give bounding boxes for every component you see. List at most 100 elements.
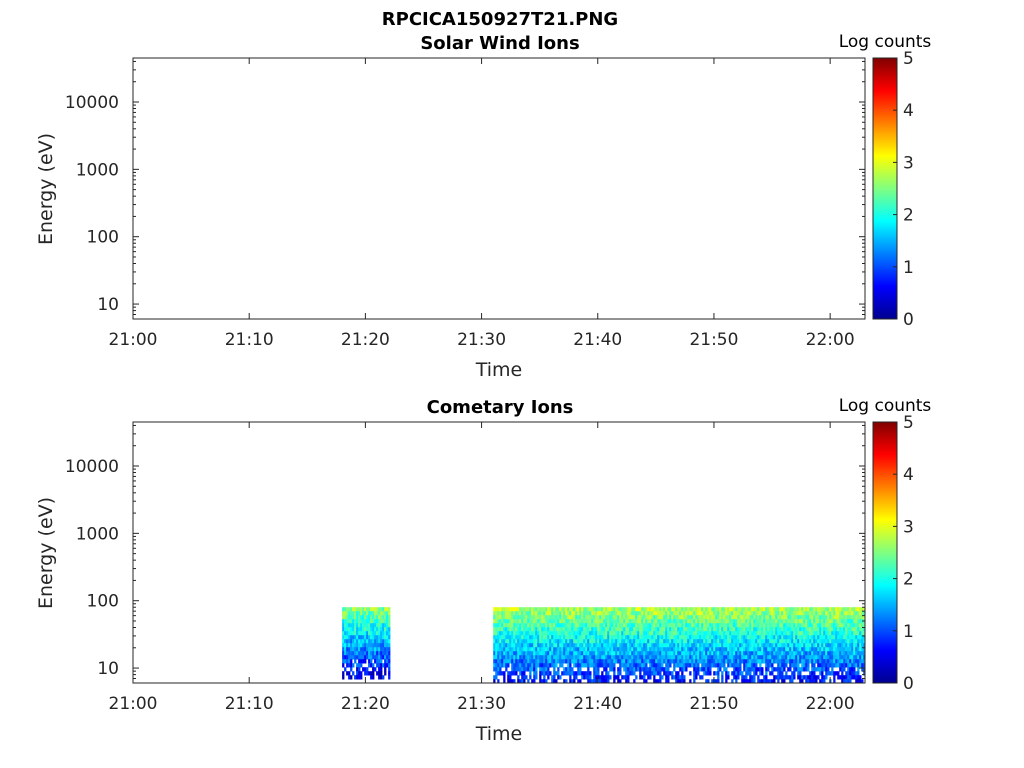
- heatmap-cell: [725, 675, 728, 680]
- heatmap-cell: [761, 635, 764, 640]
- heatmap-cell: [845, 659, 848, 664]
- heatmap-cell: [843, 639, 846, 644]
- heatmap-cell: [501, 607, 504, 612]
- heatmap-cell: [579, 679, 582, 684]
- heatmap-cell: [561, 631, 564, 636]
- heatmap-cell: [677, 663, 680, 668]
- heatmap-cell: [541, 627, 544, 632]
- heatmap-cell: [505, 615, 508, 620]
- heatmap-cell: [803, 643, 806, 648]
- heatmap-cell: [851, 611, 854, 616]
- heatmap-cell: [348, 655, 351, 660]
- heatmap-cell: [857, 647, 860, 652]
- heatmap-cell: [499, 627, 502, 632]
- heatmap-cell: [354, 611, 357, 616]
- heatmap-cell: [517, 623, 520, 628]
- heatmap-cell: [581, 659, 584, 664]
- heatmap-cell: [805, 659, 808, 664]
- heatmap-cell: [725, 659, 728, 664]
- heatmap-cell: [625, 623, 628, 628]
- heatmap-cell: [815, 655, 818, 660]
- heatmap-cell: [793, 655, 796, 660]
- heatmap-cell: [797, 647, 800, 652]
- heatmap-cell: [569, 647, 572, 652]
- heatmap-cell: [811, 611, 814, 616]
- heatmap-cell: [791, 671, 794, 676]
- heatmap-cell: [539, 607, 542, 612]
- heatmap-cell: [619, 643, 622, 648]
- heatmap-cell: [821, 611, 824, 616]
- heatmap-cell: [495, 667, 498, 672]
- heatmap-cell: [767, 631, 770, 636]
- heatmap-cell: [763, 655, 766, 660]
- heatmap-cell: [863, 611, 866, 616]
- heatmap-cell: [709, 607, 712, 612]
- heatmap-cell: [797, 671, 800, 676]
- heatmap-cell: [545, 659, 548, 664]
- heatmap-cell: [849, 659, 852, 664]
- heatmap-cell: [629, 635, 632, 640]
- heatmap-cell: [533, 639, 536, 644]
- heatmap-cell: [787, 655, 790, 660]
- heatmap-cell: [755, 627, 758, 632]
- heatmap-cell: [775, 639, 778, 644]
- heatmap-cell: [655, 651, 658, 656]
- heatmap-cell: [637, 623, 640, 628]
- heatmap-cell: [735, 651, 738, 656]
- heatmap-cell: [637, 647, 640, 652]
- heatmap-cell: [777, 611, 780, 616]
- heatmap-cell: [747, 647, 750, 652]
- heatmap-cell: [679, 619, 682, 624]
- heatmap-cell: [841, 659, 844, 664]
- heatmap-cell: [593, 619, 596, 624]
- heatmap-cell: [715, 639, 718, 644]
- heatmap-cell: [527, 607, 530, 612]
- heatmap-cell: [801, 675, 804, 680]
- heatmap-cell: [621, 611, 624, 616]
- heatmap-cell: [675, 639, 678, 644]
- heatmap-cell: [563, 611, 566, 616]
- heatmap-cell: [735, 659, 738, 664]
- heatmap-cell: [823, 647, 826, 652]
- heatmap-cell: [617, 635, 620, 640]
- heatmap-cell: [593, 651, 596, 656]
- heatmap-cell: [749, 659, 752, 664]
- heatmap-cell: [581, 655, 584, 660]
- heatmap-cell: [370, 643, 373, 648]
- heatmap-cell: [531, 619, 534, 624]
- heatmap-cell: [813, 627, 816, 632]
- heatmap-cell: [775, 655, 778, 660]
- heatmap-cell: [785, 655, 788, 660]
- heatmap-cell: [857, 623, 860, 628]
- heatmap-cell: [557, 615, 560, 620]
- heatmap-cell: [603, 675, 606, 680]
- heatmap-cell: [845, 631, 848, 636]
- heatmap-cell: [601, 675, 604, 680]
- heatmap-cell: [747, 651, 750, 656]
- heatmap-cell: [517, 627, 520, 632]
- heatmap-cell: [753, 647, 756, 652]
- heatmap-cell: [803, 623, 806, 628]
- heatmap-cell: [563, 635, 566, 640]
- heatmap-cell: [595, 675, 598, 680]
- heatmap-cell: [342, 627, 345, 632]
- heatmap-cell: [529, 675, 532, 680]
- heatmap-cell: [835, 671, 838, 676]
- heatmap-cell: [843, 643, 846, 648]
- heatmap-cell: [374, 611, 377, 616]
- heatmap-cell: [573, 679, 576, 684]
- heatmap-cell: [386, 635, 389, 640]
- heatmap-cell: [731, 623, 734, 628]
- heatmap-cell: [669, 659, 672, 664]
- heatmap-cell: [537, 611, 540, 616]
- heatmap-cell: [557, 643, 560, 648]
- heatmap-cell: [793, 647, 796, 652]
- heatmap-cell: [663, 615, 666, 620]
- heatmap-cell: [677, 671, 680, 676]
- x-tick-label: 21:20: [341, 694, 390, 714]
- heatmap-cell: [843, 623, 846, 628]
- heatmap-cell: [531, 615, 534, 620]
- heatmap-cell: [342, 675, 345, 680]
- heatmap-cell: [525, 651, 528, 656]
- heatmap-cell: [823, 667, 826, 672]
